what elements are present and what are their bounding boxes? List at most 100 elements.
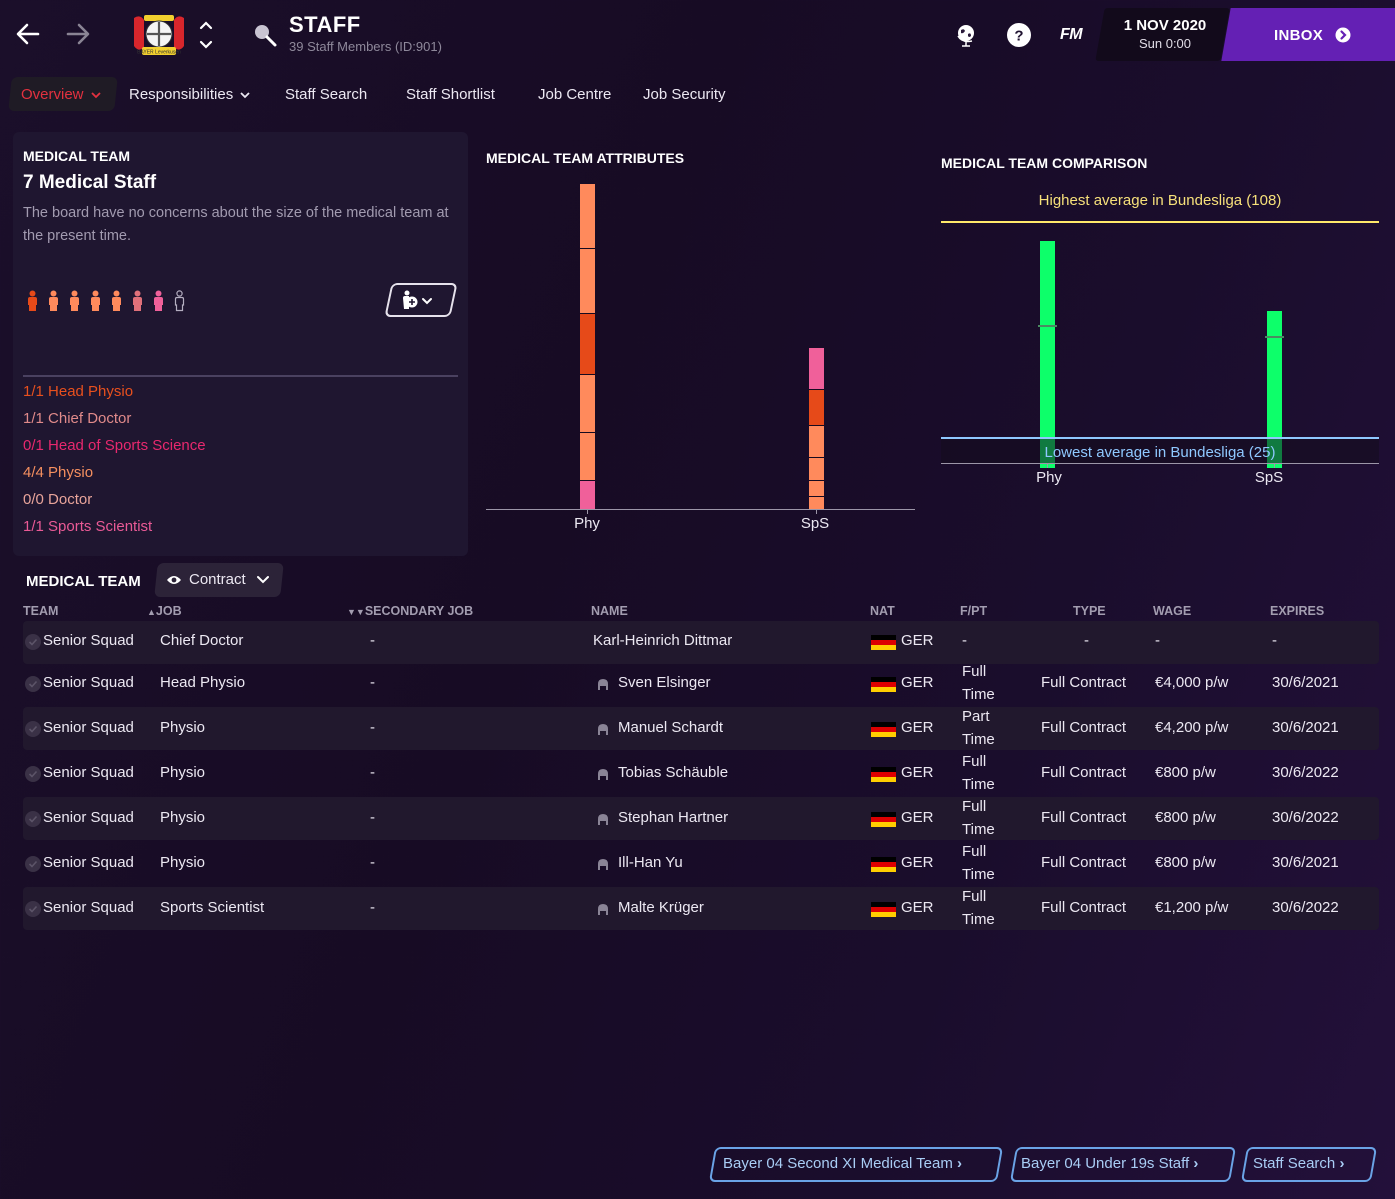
requirement-sports-scientist: 1/1 Sports Scientist (23, 518, 153, 535)
column-header-expires[interactable]: EXPIRES (1270, 604, 1325, 618)
column-header-name[interactable]: NAME (591, 604, 628, 618)
league-average-marker (1265, 336, 1284, 338)
cell-team: Senior Squad (43, 719, 134, 736)
link-second-xi-label[interactable]: Bayer 04 Second XI Medical Team › (723, 1155, 963, 1172)
cell-secondary-job: - (370, 854, 375, 871)
club-switch-chevrons-icon[interactable] (198, 18, 214, 52)
attributes-x-axis (486, 509, 915, 510)
fm-logo[interactable]: FM (1060, 26, 1083, 43)
column-header-fpt[interactable]: F/PT (960, 604, 988, 618)
cell-name[interactable]: Manuel Schardt (618, 719, 724, 736)
column-header-job[interactable]: ▲JOB (147, 604, 182, 618)
chevron-down-icon (240, 92, 251, 99)
globe-icon[interactable] (954, 22, 980, 48)
requirement-head-sports-science: 0/1 Head of Sports Science (23, 437, 206, 454)
help-icon[interactable]: ? (1006, 22, 1032, 48)
cell-fpt: Full Time (962, 888, 995, 928)
cell-fpt: Full Time (962, 798, 995, 838)
check-circle-icon[interactable] (25, 811, 41, 827)
check-circle-icon[interactable] (25, 634, 41, 650)
bar-segment (809, 496, 824, 509)
person-icon (49, 290, 58, 311)
back-arrow-icon[interactable] (14, 20, 42, 48)
cell-wage: - (1155, 632, 1160, 649)
view-selector-label[interactable]: Contract (189, 571, 246, 588)
germany-flag-icon (871, 677, 896, 692)
club-badge[interactable]: BAYER Leverkusen (130, 12, 188, 58)
lowest-average-band (941, 439, 1379, 464)
check-circle-icon[interactable] (25, 856, 41, 872)
column-header-wage[interactable]: WAGE (1153, 604, 1192, 618)
check-circle-icon[interactable] (25, 901, 41, 917)
cell-name[interactable]: Stephan Hartner (618, 809, 729, 826)
cell-nat: GER (901, 899, 934, 916)
person-icon (133, 290, 142, 311)
bar-segment (809, 389, 824, 425)
cell-type: - (1084, 632, 1089, 649)
cell-fpt: Full Time (962, 843, 995, 883)
germany-flag-icon (871, 902, 896, 917)
phy-stacked-bar[interactable] (580, 184, 595, 509)
tab-overview[interactable]: Overview (21, 86, 101, 103)
link-under-19s-label[interactable]: Bayer 04 Under 19s Staff › (1021, 1155, 1199, 1172)
table-row[interactable] (23, 887, 1379, 930)
bar-segment (809, 425, 824, 457)
column-header-nat[interactable]: NAT (870, 604, 895, 618)
forward-arrow-icon[interactable] (64, 20, 92, 48)
table-row[interactable] (23, 797, 1379, 840)
tab-responsibilities[interactable]: Responsibilities (129, 86, 251, 103)
person-icon (91, 290, 100, 311)
check-circle-icon[interactable] (25, 721, 41, 737)
tab-job-security[interactable]: Job Security (643, 86, 726, 103)
highest-average-line (941, 221, 1379, 223)
cell-secondary-job: - (370, 764, 375, 781)
staff-people-row (26, 290, 186, 312)
check-circle-icon[interactable] (25, 676, 41, 692)
sps-stacked-bar[interactable] (809, 348, 824, 509)
tab-staff-search[interactable]: Staff Search (285, 86, 368, 103)
sps-comparison-bar[interactable] (1267, 311, 1282, 468)
table-row[interactable] (23, 621, 1379, 664)
cell-job: Chief Doctor (160, 632, 244, 649)
date-panel[interactable] (1095, 8, 1230, 61)
column-header-team[interactable]: TEAM (23, 604, 59, 618)
axis-tick (1274, 463, 1275, 468)
inbox-label[interactable]: INBOX (1274, 27, 1324, 44)
cell-name[interactable]: Tobias Schäuble (618, 764, 729, 781)
cell-job: Physio (160, 719, 206, 736)
cell-name[interactable]: Ill-Han Yu (618, 854, 683, 871)
chevron-right-circle-icon[interactable] (1335, 27, 1351, 43)
comparison-x-axis (941, 463, 1379, 464)
cell-name[interactable]: Malte Krüger (618, 899, 704, 916)
cell-expires: 30/6/2022 (1272, 809, 1339, 826)
cell-fpt: - (962, 632, 967, 649)
cell-wage: €800 p/w (1155, 764, 1216, 781)
cell-expires: 30/6/2021 (1272, 674, 1339, 691)
axis-tick (587, 509, 588, 514)
column-header-secondary-job[interactable]: ▼▼SECONDARY JOB (347, 604, 474, 618)
axis-label-phy: Phy (1036, 469, 1062, 486)
cell-nat: GER (901, 809, 934, 826)
current-date: 1 NOV 2020 (1123, 17, 1207, 34)
chevron-down-icon (91, 92, 101, 99)
person-outline-icon (174, 290, 185, 312)
table-row[interactable] (23, 707, 1379, 750)
cell-type: Full Contract (1041, 899, 1127, 916)
search-icon[interactable] (252, 22, 278, 48)
link-staff-search-label[interactable]: Staff Search › (1253, 1155, 1345, 1172)
cell-name[interactable]: Sven Elsinger (618, 674, 711, 691)
page-title: STAFF (289, 12, 361, 37)
bar-segment (580, 248, 595, 313)
tab-staff-shortlist[interactable]: Staff Shortlist (406, 86, 495, 103)
cell-nat: GER (901, 764, 934, 781)
phy-comparison-bar[interactable] (1040, 241, 1055, 468)
cell-type: Full Contract (1041, 719, 1127, 736)
bar-segment (809, 348, 824, 389)
check-circle-icon[interactable] (25, 766, 41, 782)
tab-job-centre[interactable]: Job Centre (538, 86, 612, 103)
column-header-type[interactable]: TYPE (1073, 604, 1106, 618)
panel-heading: MEDICAL TEAM (23, 148, 131, 164)
cell-wage: €800 p/w (1155, 854, 1216, 871)
cell-name[interactable]: Karl-Heinrich Dittmar (593, 632, 733, 649)
cell-team: Senior Squad (43, 764, 134, 781)
